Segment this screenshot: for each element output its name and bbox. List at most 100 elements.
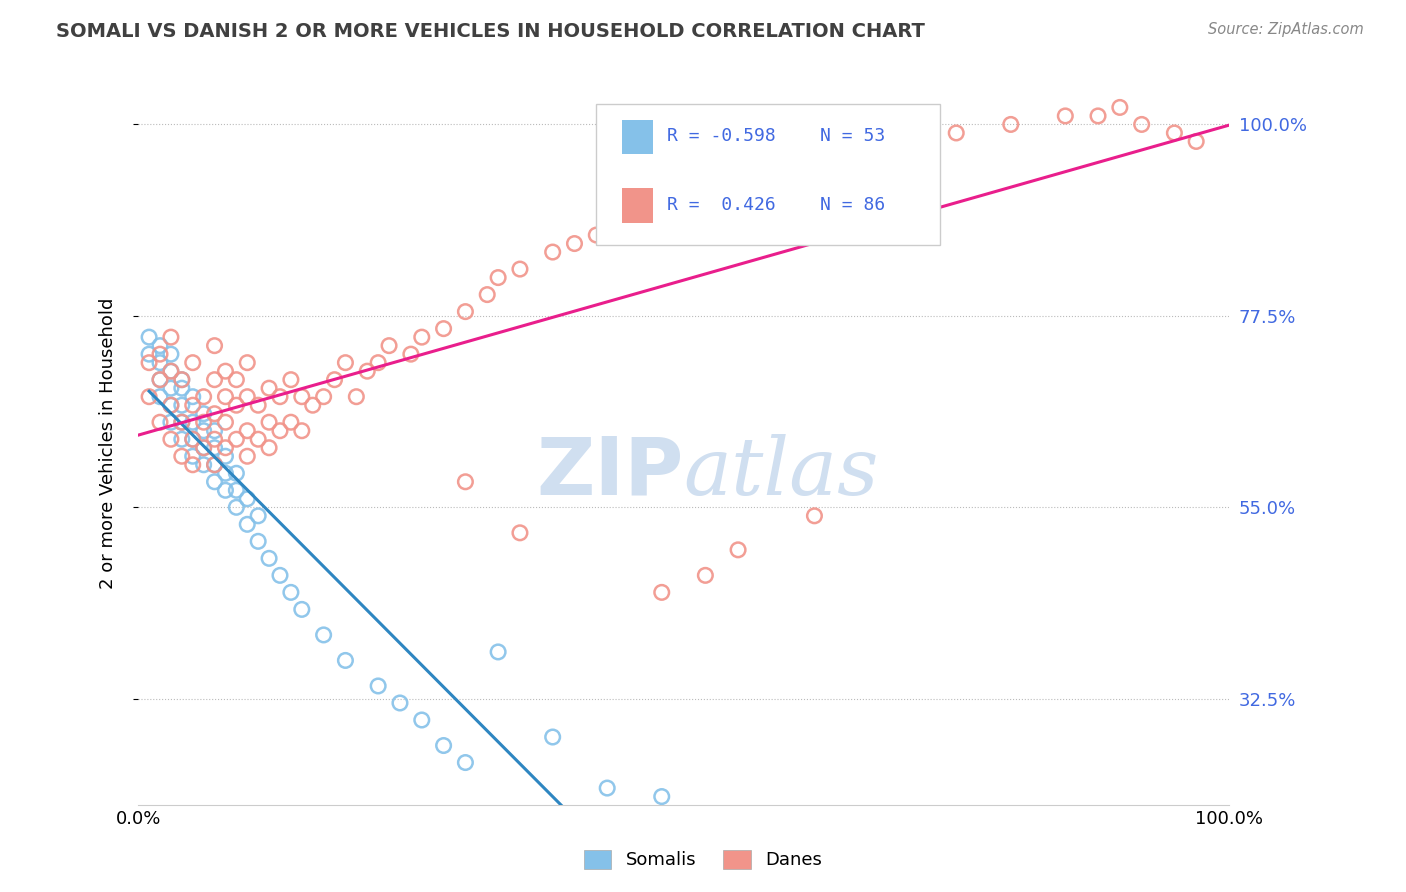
Point — [454, 756, 477, 770]
Text: ZIP: ZIP — [536, 434, 683, 511]
Point — [138, 347, 160, 361]
Point — [193, 407, 215, 421]
Point — [181, 398, 204, 412]
Text: atlas: atlas — [683, 434, 879, 511]
Point — [138, 390, 160, 404]
Point — [181, 356, 204, 370]
Point — [214, 441, 236, 455]
Point — [280, 585, 302, 599]
Point — [214, 390, 236, 404]
Point — [695, 568, 717, 582]
Point — [890, 135, 912, 149]
Point — [291, 424, 314, 438]
Point — [193, 390, 215, 404]
Point — [269, 390, 291, 404]
Point — [486, 645, 509, 659]
Point — [181, 458, 204, 472]
Point — [433, 321, 456, 335]
Point — [651, 789, 673, 804]
Point — [170, 373, 193, 387]
Point — [837, 143, 859, 157]
Point — [181, 449, 204, 463]
Point — [367, 356, 389, 370]
Point — [160, 364, 183, 378]
Point — [225, 373, 247, 387]
Point — [170, 398, 193, 412]
Point — [236, 390, 259, 404]
Point — [759, 169, 782, 183]
Point — [160, 398, 183, 412]
Point — [312, 390, 335, 404]
Point — [388, 696, 411, 710]
Point — [509, 525, 531, 540]
Point — [225, 500, 247, 515]
Point — [193, 441, 215, 455]
Point — [170, 432, 193, 446]
Point — [541, 730, 564, 744]
Point — [236, 449, 259, 463]
Point — [596, 780, 619, 795]
Point — [149, 347, 172, 361]
Point — [204, 458, 226, 472]
Point — [214, 467, 236, 481]
Text: N = 86: N = 86 — [820, 196, 886, 214]
Point — [170, 381, 193, 395]
Point — [204, 373, 226, 387]
FancyBboxPatch shape — [596, 103, 939, 244]
Point — [149, 373, 172, 387]
Point — [170, 415, 193, 429]
Y-axis label: 2 or more Vehicles in Household: 2 or more Vehicles in Household — [100, 298, 117, 590]
Point — [486, 270, 509, 285]
Point — [181, 390, 204, 404]
Point — [193, 441, 215, 455]
Point — [149, 390, 172, 404]
Point — [225, 483, 247, 498]
Text: N = 53: N = 53 — [820, 128, 886, 145]
Point — [257, 381, 280, 395]
Point — [170, 415, 193, 429]
Point — [564, 236, 586, 251]
Point — [1163, 126, 1185, 140]
Point — [301, 398, 323, 412]
Point — [214, 483, 236, 498]
Point — [204, 458, 226, 472]
Point — [257, 551, 280, 566]
Point — [291, 390, 314, 404]
Point — [399, 347, 422, 361]
Point — [312, 628, 335, 642]
Point — [138, 356, 160, 370]
Point — [335, 653, 357, 667]
Point — [149, 356, 172, 370]
Point — [727, 177, 749, 191]
Point — [672, 194, 695, 208]
Point — [204, 407, 226, 421]
Point — [236, 491, 259, 506]
Point — [291, 602, 314, 616]
Point — [160, 364, 183, 378]
Point — [170, 449, 193, 463]
Point — [477, 287, 499, 301]
Point — [181, 415, 204, 429]
Point — [378, 338, 401, 352]
Point — [727, 542, 749, 557]
Point — [204, 432, 226, 446]
Text: R =  0.426: R = 0.426 — [668, 196, 776, 214]
Point — [160, 330, 183, 344]
Point — [1185, 135, 1208, 149]
Point — [181, 432, 204, 446]
Point — [214, 415, 236, 429]
FancyBboxPatch shape — [623, 120, 652, 154]
Point — [247, 534, 270, 549]
Point — [225, 467, 247, 481]
Point — [181, 432, 204, 446]
Point — [247, 398, 270, 412]
Point — [269, 568, 291, 582]
Point — [160, 415, 183, 429]
Point — [225, 432, 247, 446]
Point — [323, 373, 346, 387]
Text: R = -0.598: R = -0.598 — [668, 128, 776, 145]
Point — [1000, 118, 1022, 132]
Point — [1087, 109, 1109, 123]
Point — [1054, 109, 1077, 123]
Point — [269, 424, 291, 438]
